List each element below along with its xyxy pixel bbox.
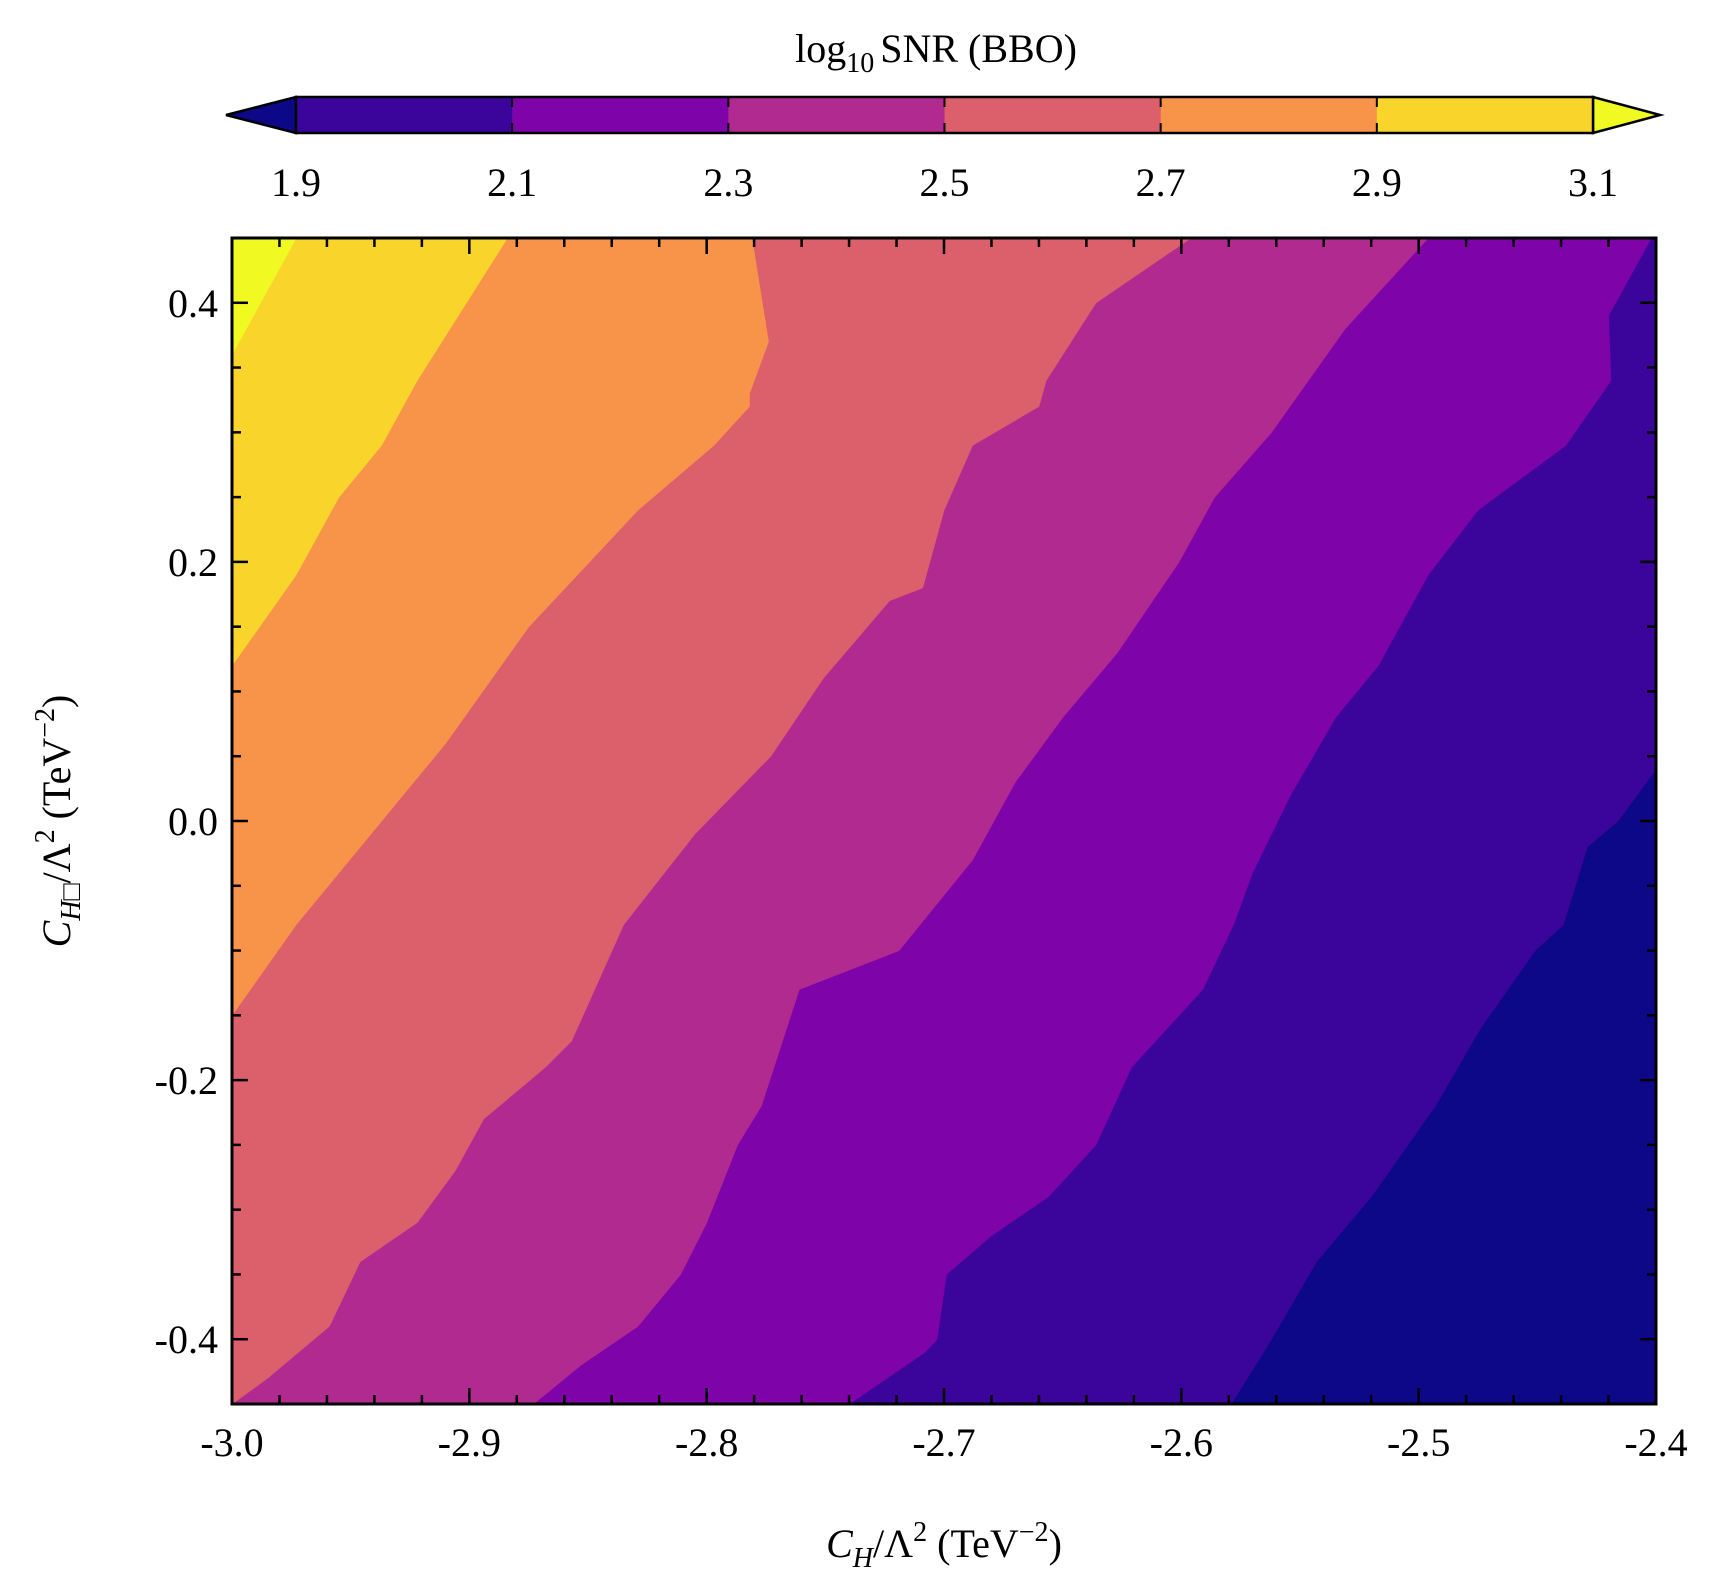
y-tick-label: 0.2 <box>168 540 218 585</box>
x-label-close: ) <box>1049 1521 1062 1566</box>
y-tick-label: -0.4 <box>155 1317 218 1362</box>
y-label-sup: 2 <box>30 829 61 843</box>
colorbar-tick-label: 2.5 <box>920 160 970 205</box>
y-label-lambda: /Λ <box>34 843 79 883</box>
y-tick-label: -0.2 <box>155 1058 218 1103</box>
x-label-unit-sup: −2 <box>1019 1517 1049 1548</box>
y-axis-label: CH□/Λ2 (TeV−2) <box>30 695 87 948</box>
colorbar-extend-under <box>225 95 298 135</box>
x-label-unit: (TeV <box>927 1521 1019 1566</box>
x-tick-label: -2.4 <box>1624 1420 1687 1465</box>
colorbar-extend-over <box>1591 95 1665 135</box>
colorbar-title: log10 SNR (BBO) <box>795 26 1077 79</box>
y-label-unit-sup: −2 <box>30 708 61 738</box>
x-tick-label: -2.8 <box>675 1420 738 1465</box>
colorbar-tick-label: 3.1 <box>1568 160 1618 205</box>
colorbar-tick-label: 2.9 <box>1352 160 1402 205</box>
colorbar: 1.9 2.1 2.3 2.5 2.7 2.9 3.1 <box>225 95 1665 205</box>
x-tick-label: -2.7 <box>912 1420 975 1465</box>
x-label-sub: H <box>852 1543 875 1574</box>
colorbar-segment <box>728 97 945 133</box>
y-label-unit: (TeV <box>34 738 79 830</box>
colorbar-segment <box>1160 97 1378 133</box>
y-label-close: ) <box>34 695 79 708</box>
y-label-sub: H□ <box>56 883 87 921</box>
x-label-symbol: C <box>826 1521 854 1566</box>
x-axis-label: CH/Λ2 (TeV−2) <box>826 1517 1062 1574</box>
contour-region-above-3.1 <box>232 238 297 356</box>
colorbar-segment <box>512 97 729 133</box>
colorbar-tick-label: 1.9 <box>271 160 321 205</box>
x-tick-label: -2.5 <box>1387 1420 1450 1465</box>
x-tick-label: -2.9 <box>438 1420 501 1465</box>
colorbar-segment <box>944 97 1162 133</box>
colorbar-title-rest: SNR (BBO) <box>880 26 1077 71</box>
x-tick-label: -3.0 <box>200 1420 263 1465</box>
x-label-sup: 2 <box>913 1517 927 1548</box>
colorbar-title-log: log <box>795 26 846 71</box>
y-tick-label: 0.0 <box>168 799 218 844</box>
x-label-lambda: /Λ <box>873 1521 913 1566</box>
x-tick-label: -2.6 <box>1150 1420 1213 1465</box>
axis-ticks: -3.0 -2.9 -2.8 -2.7 -2.6 -2.5 -2.4 -0.4 -0.2 0.0 0… <box>155 236 1688 1465</box>
colorbar-title-base: 10 <box>846 48 874 79</box>
contour-regions <box>232 238 1656 1404</box>
colorbar-segment <box>296 97 513 133</box>
colorbar-tick-label: 2.3 <box>703 160 753 205</box>
colorbar-segment <box>1376 97 1594 133</box>
y-tick-label: 0.4 <box>168 281 218 326</box>
y-label-symbol: C <box>34 919 79 947</box>
colorbar-tick-label: 2.7 <box>1136 160 1186 205</box>
contour-region-above-2.9 <box>232 238 508 667</box>
colorbar-tick-label: 2.1 <box>487 160 537 205</box>
